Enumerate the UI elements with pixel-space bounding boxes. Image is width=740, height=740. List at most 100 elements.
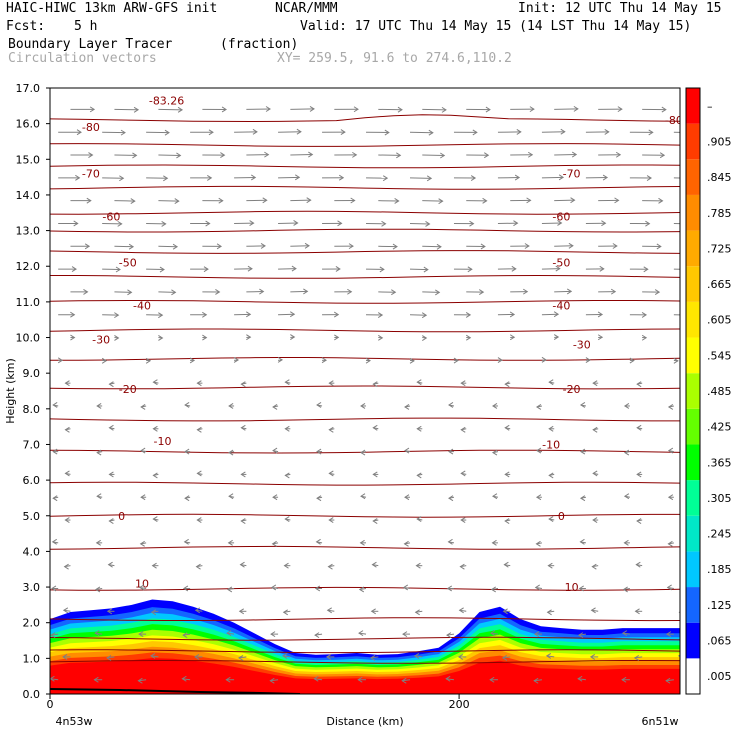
colorbar-label: .665 (707, 278, 732, 291)
vector-head (534, 584, 540, 591)
vector-head (335, 266, 341, 272)
vector-head (71, 266, 77, 273)
vector-head (416, 472, 422, 479)
vector-head (453, 357, 459, 364)
vector-head (402, 584, 409, 591)
vector-head (70, 311, 76, 318)
vector-head (271, 540, 277, 547)
contour-label: -70 (82, 168, 100, 181)
vector-head (589, 654, 596, 660)
contour-label: -60 (102, 210, 120, 223)
vector-head (621, 630, 628, 637)
vector-head (438, 198, 444, 205)
vector-head (196, 470, 202, 477)
vector-head (623, 449, 630, 456)
vector-head (421, 312, 428, 319)
vector-head (333, 311, 340, 318)
temperature-contour (50, 385, 680, 390)
vector-head (108, 518, 114, 524)
vector-head (504, 518, 510, 524)
vector-head (240, 424, 246, 431)
circulation-vector (554, 108, 578, 110)
vector-head (140, 447, 146, 454)
vector-head (458, 607, 464, 614)
vector-head (681, 380, 685, 385)
vector-head (416, 516, 422, 522)
colorbar-swatch (686, 123, 700, 160)
vector-head (548, 379, 554, 386)
vector-head (666, 584, 672, 591)
colorbar-label: .185 (707, 563, 732, 576)
vector-head (492, 449, 498, 456)
colorbar-label: .245 (707, 528, 732, 541)
vector-head (533, 631, 540, 638)
vector-head (497, 357, 503, 363)
colorbar-swatch (686, 194, 700, 231)
temperature-contour (50, 250, 680, 254)
vector-head (130, 198, 136, 204)
colorbar-swatch (686, 480, 700, 516)
vector-head (63, 563, 69, 570)
vector-head (227, 539, 233, 546)
fcst-value: 5 h (74, 19, 98, 34)
y-tick-label: 13.0 (16, 225, 41, 238)
vector-head (106, 608, 113, 615)
vector-head (369, 655, 376, 661)
vector-head (480, 243, 486, 250)
vector-head (293, 220, 299, 226)
y-tick-label: 15.0 (16, 153, 41, 166)
vector-head (622, 586, 628, 593)
colorbar-label: .125 (707, 599, 732, 612)
vector-head (325, 654, 332, 660)
vector-head (396, 152, 402, 159)
y-tick-label: 17.0 (16, 82, 41, 95)
init-time: Init: 12 UTC Thu 14 May 15 (518, 1, 722, 16)
vector-head (573, 105, 579, 112)
y-tick-label: 9.0 (23, 367, 41, 380)
vector-head (459, 563, 465, 570)
vector-head (313, 675, 319, 682)
vector-head (251, 174, 257, 181)
temperature-contour (50, 210, 680, 215)
circulation-vector (50, 678, 59, 681)
vector-head (370, 608, 376, 615)
circulation-vector (414, 655, 423, 658)
vector-head (208, 129, 214, 136)
vector-head (446, 585, 453, 592)
vector-head (557, 220, 563, 226)
vector-head (535, 494, 542, 501)
vector-head (328, 426, 334, 433)
vector-head (360, 403, 366, 409)
vector-head (158, 312, 164, 319)
vector-head (94, 586, 101, 593)
org-label: NCAR/MMM (275, 1, 338, 16)
vector-head (108, 424, 114, 431)
circulation-vector (634, 656, 643, 659)
vector-head (566, 288, 573, 295)
vector-head (602, 174, 609, 181)
vector-head (83, 288, 89, 295)
temperature-contour (50, 545, 680, 550)
vector-head (88, 152, 94, 158)
contour-labels: -83.26 -80 -80 -70 -70 -60 -60 -50 -50 -40 -40 -30 -… (82, 94, 680, 594)
vector-head (592, 426, 598, 433)
vector-head (578, 585, 584, 592)
vector-head (161, 220, 167, 227)
colorbar-swatch (686, 658, 700, 694)
temperature-contour (50, 481, 680, 486)
vector-head (372, 424, 378, 431)
colorbar-label: .605 (707, 314, 732, 327)
vector-head (485, 106, 491, 113)
vector-head (527, 151, 534, 158)
vector-head (646, 175, 653, 181)
vector-head (150, 609, 157, 616)
vector-head (404, 404, 410, 410)
vector-head (93, 676, 99, 683)
vector-head (377, 312, 384, 318)
vector-head (272, 447, 278, 454)
vector-head (617, 106, 623, 113)
vector-head (372, 381, 378, 388)
vector-head (677, 654, 680, 658)
colorbar-label: .725 (707, 242, 732, 255)
vector-head (614, 197, 620, 204)
